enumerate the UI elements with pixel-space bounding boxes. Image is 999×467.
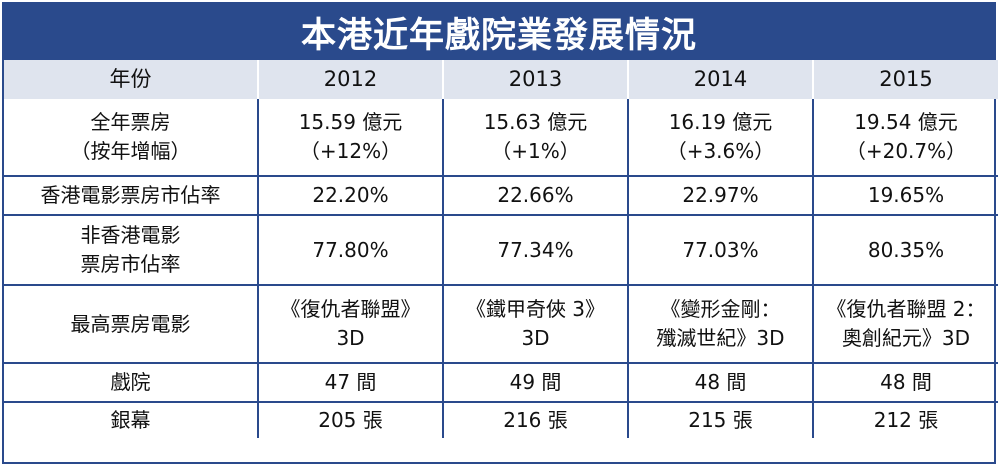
row-label: 全年票房 （按年增幅） — [70, 110, 191, 163]
table-cell: 215 張 — [627, 401, 813, 438]
row-cinemas: 戲院 47 間 49 間 48 間 48 間 — [4, 362, 998, 402]
row-label: 非香港電影 票房市佔率 — [4, 214, 258, 285]
header-year: 2015 — [812, 60, 998, 99]
table-cell: 《鐵甲奇俠 3》 3D — [442, 284, 628, 363]
row-label: 戲院 — [4, 362, 258, 402]
table-cell: 48 間 — [627, 362, 813, 402]
table-cell: 《變形金剛： 殲滅世紀》3D — [627, 284, 813, 363]
row-non-hk-share: 非香港電影 票房市佔率 77.80% 77.34% 77.03% 80.35% — [4, 214, 998, 285]
table-cell: 19.65% — [812, 175, 998, 215]
table-cell: 22.20% — [257, 175, 443, 215]
table-cell: 49 間 — [442, 362, 628, 402]
row-screens: 銀幕 205 張 216 張 215 張 212 張 — [4, 401, 998, 438]
table-cell: 《復仇者聯盟》 3D — [257, 284, 443, 363]
table-cell: 205 張 — [257, 401, 443, 438]
header-row: 年份 2012 2013 2014 2015 — [4, 60, 998, 99]
row-label: 銀幕 — [4, 401, 258, 438]
table-cell: 212 張 — [812, 401, 998, 438]
table-cell: 216 張 — [442, 401, 628, 438]
header-year: 2013 — [442, 60, 628, 99]
table-cell: 47 間 — [257, 362, 443, 402]
table-cell: 22.66% — [442, 175, 628, 215]
row-label: 最高票房電影 — [4, 284, 258, 363]
data-table: 年份 2012 2013 2014 2015 全年票房 （按年增幅） 15.59 … — [4, 60, 998, 438]
row-top-film: 最高票房電影 《復仇者聯盟》 3D 《鐵甲奇俠 3》 3D 《變形金剛： 殲滅世紀》3… — [4, 284, 998, 363]
table-cell: 77.80% — [257, 214, 443, 285]
header-year: 2012 — [257, 60, 443, 99]
table-cell: 22.97% — [627, 175, 813, 215]
table-title: 本港近年戲院業發展情況 — [4, 4, 994, 60]
row-label: 香港電影票房市佔率 — [4, 175, 258, 215]
row-box-office: 全年票房 （按年增幅） 15.59 億元 （+12%） 15.63 億元 （+1%） … — [4, 99, 998, 176]
table-cell: 15.59 億元 （+12%） — [257, 99, 443, 176]
row-hk-share: 香港電影票房市佔率 22.20% 22.66% 22.97% 19.65% — [4, 175, 998, 215]
table-cell: 77.03% — [627, 214, 813, 285]
table-cell: 80.35% — [812, 214, 998, 285]
table-cell: 15.63 億元 （+1%） — [442, 99, 628, 176]
table-cell: 77.34% — [442, 214, 628, 285]
table-cell: 《復仇者聯盟 2： 奧創紀元》3D — [812, 284, 998, 363]
table-cell: 48 間 — [812, 362, 998, 402]
table-cell: 19.54 億元 （+20.7%） — [812, 99, 998, 176]
header-year: 2014 — [627, 60, 813, 99]
table-cell: 16.19 億元 （+3.6%） — [627, 99, 813, 176]
header-label: 年份 — [4, 60, 258, 99]
